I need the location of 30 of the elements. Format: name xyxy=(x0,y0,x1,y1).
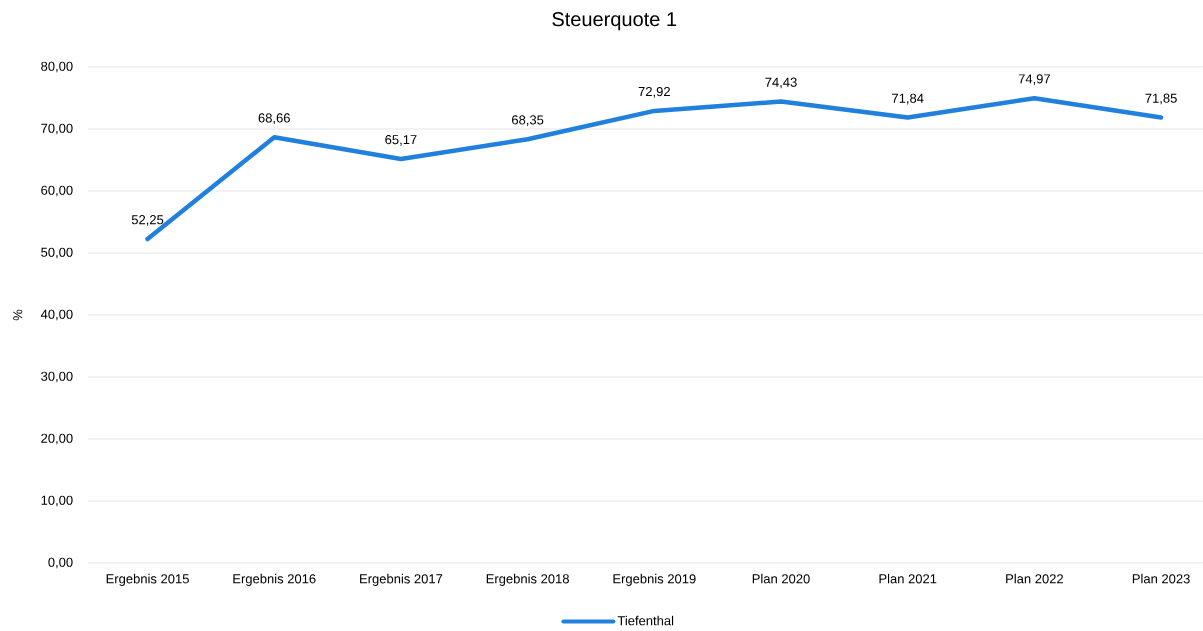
data-label: 68,35 xyxy=(512,115,544,127)
y-tick-label: 40,00 xyxy=(40,309,73,321)
y-tick-label: 10,00 xyxy=(41,495,73,507)
legend-label: Tiefenthal xyxy=(617,615,674,626)
y-tick-label: 70,00 xyxy=(41,123,73,135)
x-tick-label: Ergebnis 2015 xyxy=(106,573,189,586)
x-tick-label: Ergebnis 2019 xyxy=(613,573,696,586)
y-tick-label: 20,00 xyxy=(41,433,73,445)
data-label: 52,25 xyxy=(131,215,164,226)
x-tick-label: Ergebnis 2018 xyxy=(486,573,569,586)
y-tick-label: 50,00 xyxy=(41,247,73,259)
data-label: 68,66 xyxy=(258,113,290,125)
data-label: 71,84 xyxy=(892,93,924,105)
y-tick-label: 80,00 xyxy=(41,61,73,73)
chart-title: Steuerquote 1 xyxy=(552,12,677,31)
data-label: 72,92 xyxy=(638,86,670,98)
x-tick-label: Plan 2022 xyxy=(1006,573,1063,584)
x-tick-label: Plan 2020 xyxy=(752,573,810,584)
y-tick-label: 60,00 xyxy=(41,185,73,197)
data-label: 74,43 xyxy=(765,77,797,89)
x-tick-label: Plan 2021 xyxy=(879,573,937,584)
y-tick-label: 0,00 xyxy=(48,557,73,569)
y-tick-label: 30,00 xyxy=(41,371,73,383)
data-label: 65,17 xyxy=(385,135,417,146)
y-axis-title: % xyxy=(13,309,23,321)
x-tick-label: Ergebnis 2016 xyxy=(233,573,316,586)
x-tick-label: Ergebnis 2017 xyxy=(360,573,443,586)
data-label: 74,97 xyxy=(1018,74,1051,85)
x-tick-label: Plan 2023 xyxy=(1132,573,1190,584)
data-label: 71,85 xyxy=(1145,93,1177,105)
